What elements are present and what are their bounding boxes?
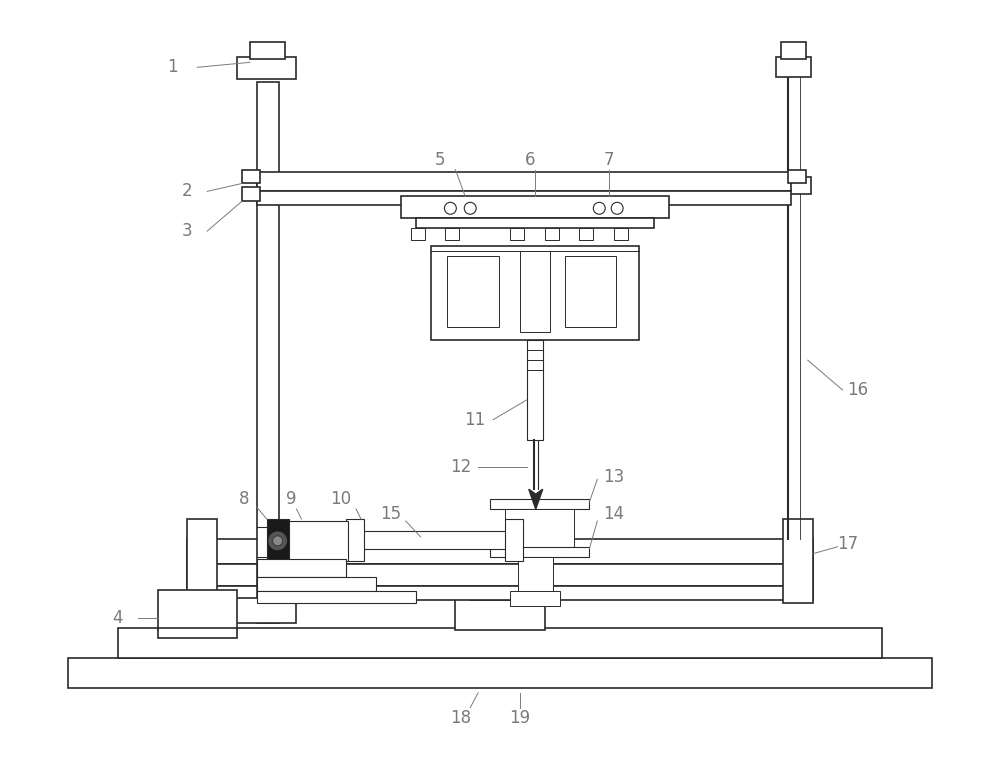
Text: 12: 12	[450, 458, 471, 476]
Bar	[118, 628, 882, 658]
Text: 10: 10	[331, 490, 352, 508]
Bar	[614, 228, 628, 240]
Bar	[505, 519, 523, 561]
Circle shape	[268, 531, 288, 551]
Circle shape	[444, 202, 456, 214]
Bar	[257, 192, 791, 205]
Bar	[242, 169, 260, 184]
Text: 2: 2	[182, 182, 193, 201]
Text: 4: 4	[113, 609, 123, 627]
Bar	[257, 577, 376, 591]
Bar	[187, 538, 813, 564]
Bar	[490, 499, 589, 509]
Bar	[776, 57, 811, 77]
Text: 18: 18	[450, 709, 471, 727]
Bar	[187, 564, 813, 585]
Bar	[158, 628, 237, 638]
Bar	[781, 42, 806, 59]
Bar	[257, 558, 346, 577]
Bar	[783, 519, 813, 604]
Polygon shape	[529, 489, 543, 509]
Bar	[518, 557, 553, 591]
Bar	[445, 228, 459, 240]
Circle shape	[273, 536, 283, 546]
Bar	[579, 228, 593, 240]
Bar	[287, 521, 348, 561]
Bar	[490, 547, 589, 557]
Bar	[187, 585, 813, 601]
Text: 3: 3	[182, 222, 193, 240]
Bar	[158, 591, 237, 630]
Text: 6: 6	[525, 151, 535, 169]
Bar	[505, 509, 574, 548]
Bar	[232, 598, 296, 624]
Circle shape	[593, 202, 605, 214]
Bar	[510, 591, 560, 607]
Text: 7: 7	[604, 151, 614, 169]
Bar	[416, 218, 654, 228]
Text: 13: 13	[604, 468, 625, 486]
Bar	[565, 256, 616, 327]
Text: 5: 5	[435, 151, 446, 169]
Bar	[776, 176, 811, 195]
Bar	[447, 256, 499, 327]
Circle shape	[611, 202, 623, 214]
Bar	[411, 228, 425, 240]
Bar	[257, 82, 279, 624]
Text: 16: 16	[847, 381, 868, 399]
Bar	[545, 228, 559, 240]
Bar	[68, 658, 932, 688]
Bar	[237, 57, 296, 79]
Bar	[242, 188, 260, 201]
Text: 11: 11	[465, 411, 486, 429]
Bar	[527, 340, 543, 440]
Text: 9: 9	[286, 490, 297, 508]
Text: 8: 8	[239, 490, 249, 508]
Bar	[257, 591, 416, 604]
Bar	[257, 172, 791, 192]
Text: 14: 14	[604, 505, 625, 523]
Text: 1: 1	[167, 58, 178, 77]
Bar	[510, 228, 524, 240]
Bar	[346, 519, 364, 561]
Text: 19: 19	[509, 709, 530, 727]
Bar	[470, 568, 530, 601]
Bar	[788, 169, 806, 184]
Bar	[187, 519, 217, 604]
Bar	[520, 251, 550, 332]
Bar	[401, 196, 669, 218]
Text: 15: 15	[380, 505, 401, 523]
Bar	[250, 42, 285, 59]
Text: 17: 17	[837, 535, 858, 553]
Bar	[455, 598, 545, 630]
Bar	[431, 246, 639, 340]
Bar	[346, 531, 520, 548]
Bar	[267, 519, 289, 563]
Circle shape	[464, 202, 476, 214]
